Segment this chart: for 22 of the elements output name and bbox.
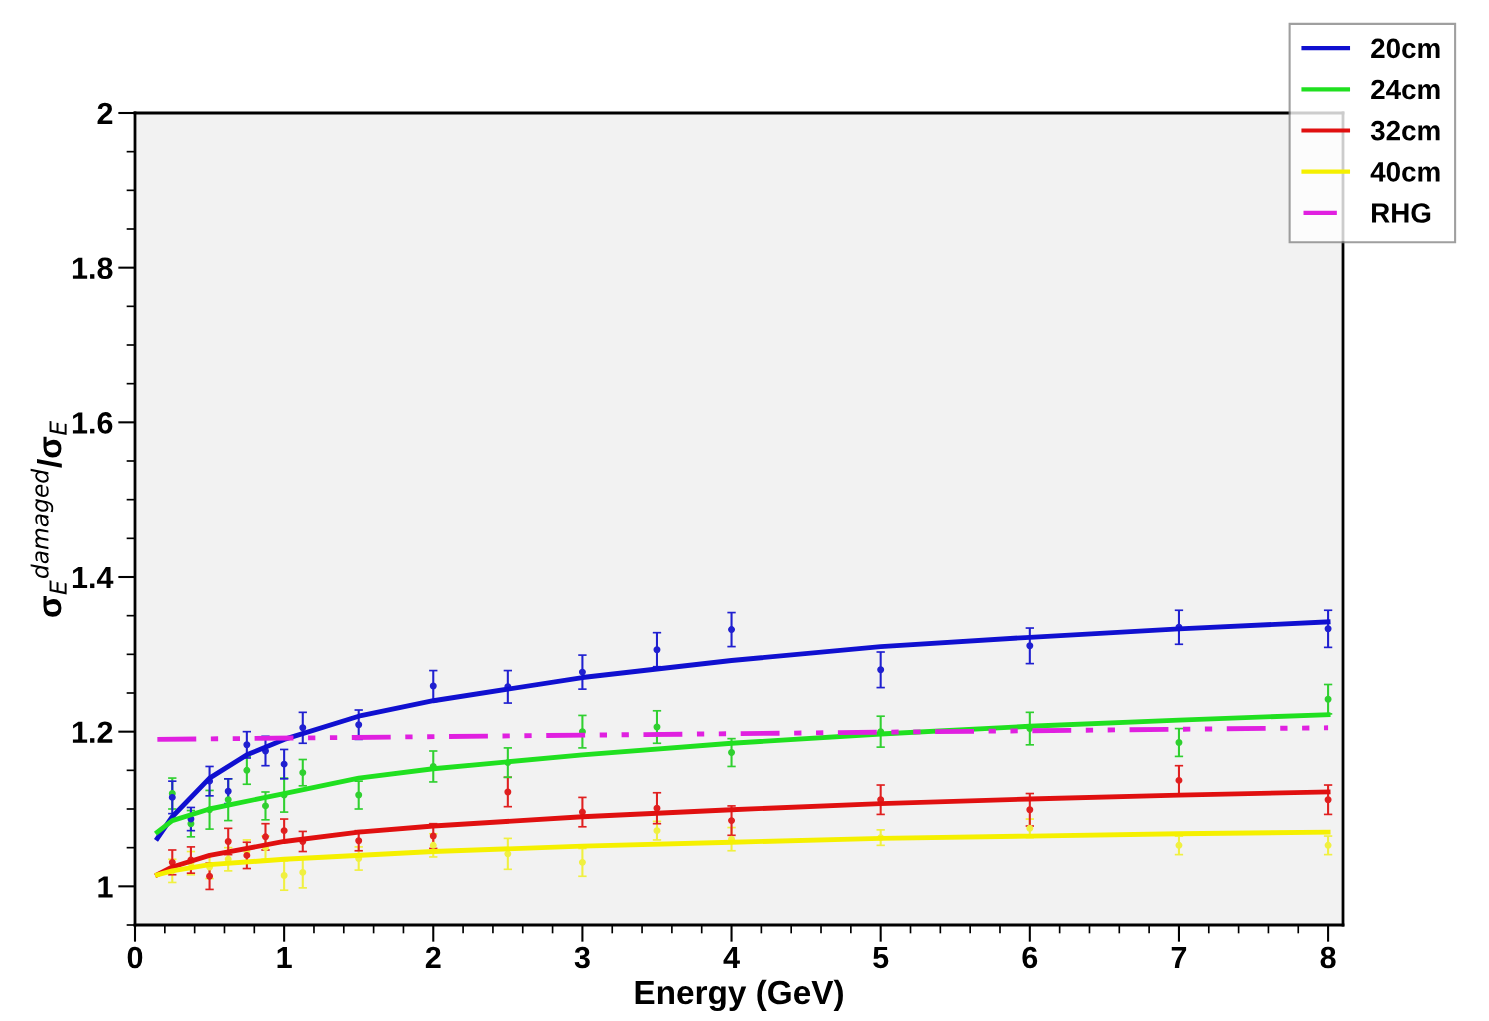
legend-label: 24cm	[1371, 79, 1440, 100]
x-tick-label: 0	[127, 946, 143, 969]
y-tick-label: 1.8	[72, 257, 113, 280]
y-tick-label: 2	[97, 102, 113, 125]
x-tick-label: 3	[574, 946, 590, 969]
legend-label: 20cm	[1371, 38, 1440, 59]
y-tick-label: 1.6	[72, 412, 113, 434]
x-tick-label: 6	[1022, 946, 1038, 969]
x-tick-label: 8	[1320, 946, 1336, 969]
y-tick-label: 1.2	[72, 721, 113, 743]
legend-label: 32cm	[1370, 120, 1440, 141]
y-tick-label: 1.4	[72, 567, 114, 589]
x-tick-label: 4	[723, 946, 740, 968]
y-tick-label: 1	[98, 876, 113, 898]
x-axis-title: Energy (GeV)	[635, 979, 843, 1012]
x-tick-label: 2	[425, 946, 441, 968]
x-tick-label: 7	[1171, 946, 1187, 968]
x-tick-label: 5	[873, 946, 889, 969]
legend-label: RHG	[1372, 203, 1431, 223]
x-tick-label: 1	[277, 946, 292, 968]
legend-label: 40cm	[1370, 162, 1440, 182]
y-axis-title: σ$_{E}$$^{damaged}$/σ$_{E}$	[30, 420, 67, 617]
